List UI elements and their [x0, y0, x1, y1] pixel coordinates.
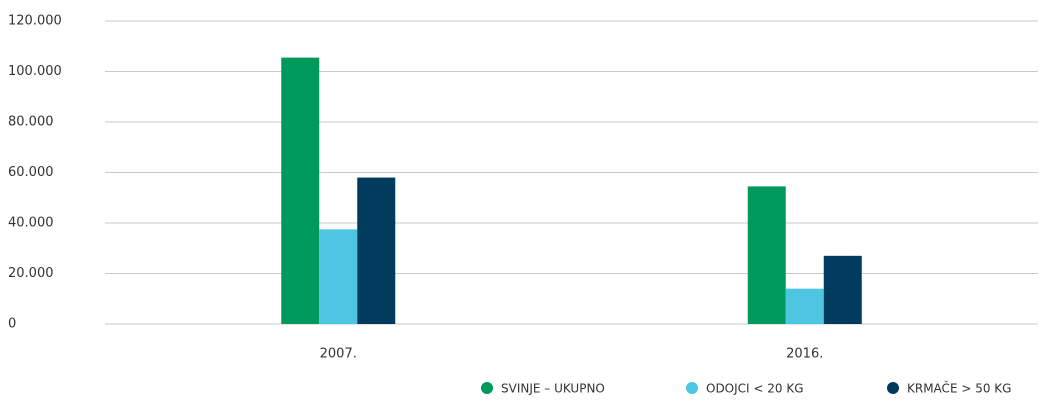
y-tick-label: 100.000: [8, 64, 62, 79]
bar: [281, 57, 320, 325]
y-tick-label: 60.000: [8, 165, 54, 180]
bar: [785, 288, 824, 324]
y-tick-label: 0: [8, 317, 16, 332]
y-tick-label: 80.000: [8, 115, 54, 130]
legend-label: ODOJCI < 20 KG: [706, 382, 804, 396]
legend-marker: [481, 382, 493, 394]
bar: [319, 229, 358, 324]
legend-marker: [686, 382, 698, 394]
x-tick-label: 2007.: [320, 347, 357, 362]
bar: [823, 255, 862, 324]
x-tick-label: 2016.: [786, 347, 823, 362]
legend-label: SVINJE – UKUPNO: [501, 382, 605, 396]
y-tick-label: 20.000: [8, 266, 54, 281]
bar: [357, 177, 396, 324]
y-tick-label: 120.000: [8, 14, 62, 29]
bar: [747, 186, 786, 324]
y-tick-label: 40.000: [8, 216, 54, 231]
legend-marker: [887, 382, 899, 394]
legend-label: KRMAČE > 50 KG: [907, 381, 1011, 396]
